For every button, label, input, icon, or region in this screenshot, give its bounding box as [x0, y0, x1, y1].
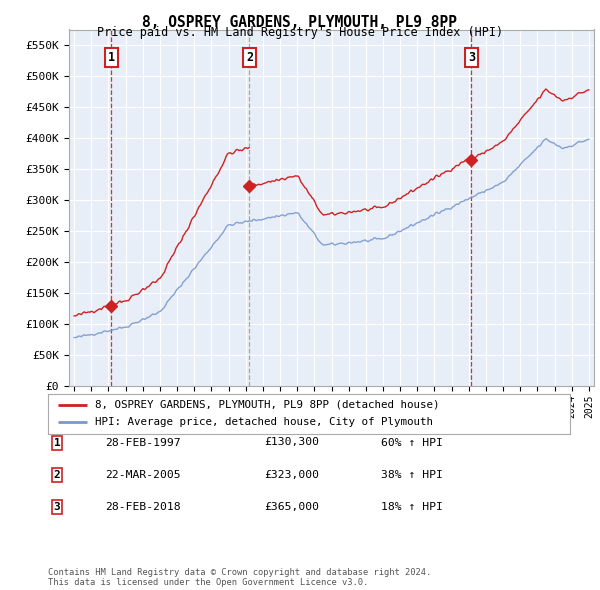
Text: £323,000: £323,000: [264, 470, 319, 480]
Text: HPI: Average price, detached house, City of Plymouth: HPI: Average price, detached house, City…: [95, 417, 433, 427]
Text: 2: 2: [53, 470, 61, 480]
Text: 3: 3: [468, 51, 475, 64]
Text: 60% ↑ HPI: 60% ↑ HPI: [381, 438, 443, 447]
Text: £365,000: £365,000: [264, 503, 319, 512]
Text: Contains HM Land Registry data © Crown copyright and database right 2024.
This d: Contains HM Land Registry data © Crown c…: [48, 568, 431, 587]
Text: 28-FEB-2018: 28-FEB-2018: [105, 503, 181, 512]
Text: Price paid vs. HM Land Registry's House Price Index (HPI): Price paid vs. HM Land Registry's House …: [97, 26, 503, 39]
Text: 3: 3: [53, 503, 61, 512]
Text: 1: 1: [53, 438, 61, 447]
Text: 8, OSPREY GARDENS, PLYMOUTH, PL9 8PP: 8, OSPREY GARDENS, PLYMOUTH, PL9 8PP: [143, 15, 458, 30]
Text: 18% ↑ HPI: 18% ↑ HPI: [381, 503, 443, 512]
Text: 28-FEB-1997: 28-FEB-1997: [105, 438, 181, 447]
Text: £130,300: £130,300: [264, 438, 319, 447]
Text: 1: 1: [107, 51, 115, 64]
Text: 38% ↑ HPI: 38% ↑ HPI: [381, 470, 443, 480]
Text: 8, OSPREY GARDENS, PLYMOUTH, PL9 8PP (detached house): 8, OSPREY GARDENS, PLYMOUTH, PL9 8PP (de…: [95, 400, 439, 410]
Text: 22-MAR-2005: 22-MAR-2005: [105, 470, 181, 480]
Text: 2: 2: [246, 51, 253, 64]
